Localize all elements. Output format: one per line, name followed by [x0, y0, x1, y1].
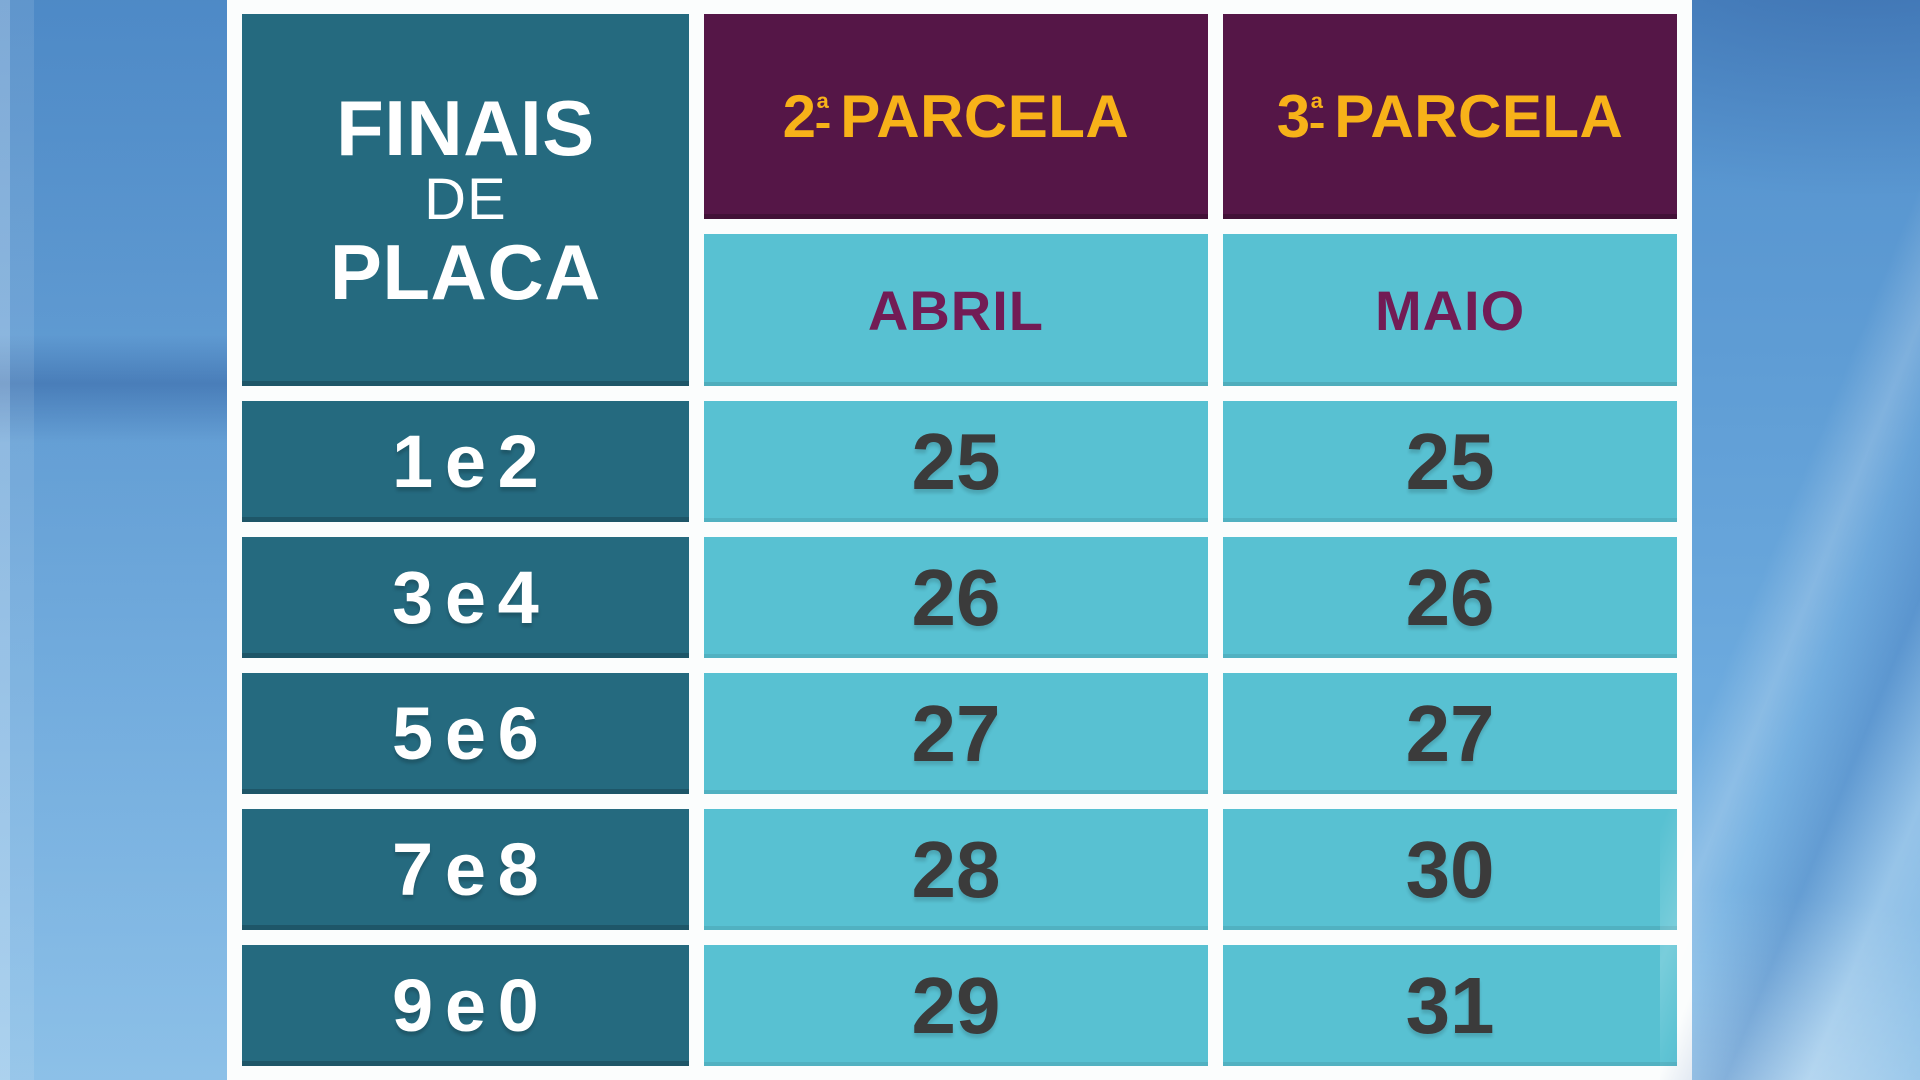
plate-finals-cell: 3 e 4: [242, 537, 689, 658]
abril-date-cell: 25: [703, 401, 1209, 522]
header-finais-de-placa: FINAIS DE PLACA: [242, 14, 689, 386]
abril-date-cell: 26: [703, 537, 1209, 658]
maio-date-cell: 26: [1223, 537, 1677, 658]
plate-finals-cell: 7 e 8: [242, 809, 689, 930]
maio-date-cell: 27: [1223, 673, 1677, 794]
subheader-maio: MAIO: [1223, 234, 1677, 386]
parcela-2-label: 2ª PARCELA: [782, 83, 1130, 150]
subheader-abril: ABRIL: [703, 234, 1209, 386]
maio-date-cell: 25: [1223, 401, 1677, 522]
maio-date-cell: 30: [1223, 809, 1677, 930]
title-line-finais: FINAIS: [336, 83, 595, 172]
abril-date-cell: 28: [703, 809, 1209, 930]
payment-schedule-table: FINAIS DE PLACA 2ª PARCELA 3ª PARCELA ABRI…: [227, 0, 1692, 1080]
title-line-placa: PLACA: [329, 228, 601, 317]
abril-date-cell: 27: [703, 673, 1209, 794]
title-line-de: DE: [424, 166, 507, 232]
plate-finals-cell: 9 e 0: [242, 945, 689, 1066]
header-3a-parcela: 3ª PARCELA: [1223, 14, 1677, 219]
plate-finals-cell: 1 e 2: [242, 401, 689, 522]
header-2a-parcela: 2ª PARCELA: [703, 14, 1209, 219]
maio-date-cell: 31: [1223, 945, 1677, 1066]
abril-date-cell: 29: [703, 945, 1209, 1066]
parcela-3-label: 3ª PARCELA: [1276, 83, 1624, 150]
plate-finals-cell: 5 e 6: [242, 673, 689, 794]
